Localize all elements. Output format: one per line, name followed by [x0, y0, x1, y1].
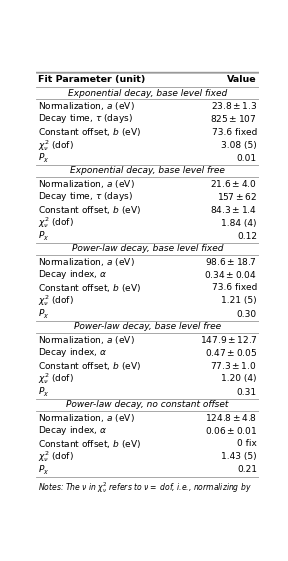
Text: $\chi^2_{\nu}$ (dof): $\chi^2_{\nu}$ (dof) [38, 293, 74, 309]
Text: $23.8 \pm 1.3$: $23.8 \pm 1.3$ [211, 100, 257, 112]
Text: 3.08 (5): 3.08 (5) [221, 141, 257, 150]
Text: $\chi^2_{\nu}$ (dof): $\chi^2_{\nu}$ (dof) [38, 215, 74, 231]
Text: $P_{\chi}$: $P_{\chi}$ [38, 385, 50, 398]
Text: Constant offset, $b$ (eV): Constant offset, $b$ (eV) [38, 282, 141, 294]
Text: $\chi^2_{\nu}$ (dof): $\chi^2_{\nu}$ (dof) [38, 137, 74, 153]
Text: Notes: The $\nu$ in $\chi^2_{\nu}$ refers to $\nu =$ dof, i.e., normalizing by: Notes: The $\nu$ in $\chi^2_{\nu}$ refer… [38, 480, 252, 495]
Text: Power-law decay, base level free: Power-law decay, base level free [74, 323, 221, 332]
Text: Constant offset, $b$ (eV): Constant offset, $b$ (eV) [38, 204, 141, 216]
Text: 0.30: 0.30 [237, 310, 257, 319]
Text: Decay index, $\alpha$: Decay index, $\alpha$ [38, 424, 108, 438]
Text: 0.21: 0.21 [237, 466, 257, 475]
Text: Decay time, $\tau$ (days): Decay time, $\tau$ (days) [38, 190, 133, 204]
Text: Value: Value [227, 76, 257, 85]
Text: 0 fix: 0 fix [237, 439, 257, 448]
Text: $147.9 \pm 12.7$: $147.9 \pm 12.7$ [200, 334, 257, 346]
Text: 0.31: 0.31 [237, 388, 257, 397]
Text: $157 \pm 62$: $157 \pm 62$ [217, 191, 257, 203]
Text: 1.84 (4): 1.84 (4) [221, 219, 257, 228]
Text: Constant offset, $b$ (eV): Constant offset, $b$ (eV) [38, 360, 141, 372]
Text: Exponential decay, base level fixed: Exponential decay, base level fixed [68, 89, 227, 98]
Text: $98.6 \pm 18.7$: $98.6 \pm 18.7$ [205, 256, 257, 268]
Text: Decay time, $\tau$ (days): Decay time, $\tau$ (days) [38, 112, 133, 126]
Text: $77.3 \pm 1.0$: $77.3 \pm 1.0$ [210, 360, 257, 371]
Text: Normalization, $a$ (eV): Normalization, $a$ (eV) [38, 100, 135, 112]
Text: Constant offset, $b$ (eV): Constant offset, $b$ (eV) [38, 438, 141, 450]
Text: $P_{\chi}$: $P_{\chi}$ [38, 229, 50, 243]
Text: Fit Parameter (unit): Fit Parameter (unit) [38, 76, 146, 85]
Text: $P_{\chi}$: $P_{\chi}$ [38, 307, 50, 320]
Text: 1.43 (5): 1.43 (5) [221, 452, 257, 462]
Text: $P_{\chi}$: $P_{\chi}$ [38, 151, 50, 165]
Text: 0.12: 0.12 [237, 232, 257, 241]
Text: Normalization, $a$ (eV): Normalization, $a$ (eV) [38, 412, 135, 424]
Text: $\chi^2_{\nu}$ (dof): $\chi^2_{\nu}$ (dof) [38, 371, 74, 387]
Text: Decay index, $\alpha$: Decay index, $\alpha$ [38, 268, 108, 282]
Text: Power-law decay, no constant offset: Power-law decay, no constant offset [67, 401, 229, 410]
Text: $0.06 \pm 0.01$: $0.06 \pm 0.01$ [205, 425, 257, 436]
Text: $0.34 \pm 0.04$: $0.34 \pm 0.04$ [204, 269, 257, 280]
Text: $21.6 \pm 4.0$: $21.6 \pm 4.0$ [210, 178, 257, 190]
Text: Constant offset, $b$ (eV): Constant offset, $b$ (eV) [38, 126, 141, 138]
Text: $P_{\chi}$: $P_{\chi}$ [38, 463, 50, 476]
Text: $124.8 \pm 4.8$: $124.8 \pm 4.8$ [205, 412, 257, 423]
Text: Decay index, $\alpha$: Decay index, $\alpha$ [38, 346, 108, 360]
Text: 1.20 (4): 1.20 (4) [221, 374, 257, 384]
Text: $825 \pm 107$: $825 \pm 107$ [210, 113, 257, 125]
Text: 0.01: 0.01 [237, 154, 257, 163]
Text: Power-law decay, base level fixed: Power-law decay, base level fixed [72, 245, 223, 254]
Text: Normalization, $a$ (eV): Normalization, $a$ (eV) [38, 178, 135, 190]
Text: $84.3 \pm 1.4$: $84.3 \pm 1.4$ [210, 204, 257, 215]
Text: 73.6 fixed: 73.6 fixed [212, 283, 257, 292]
Text: $0.47 \pm 0.05$: $0.47 \pm 0.05$ [204, 347, 257, 358]
Text: 73.6 fixed: 73.6 fixed [212, 127, 257, 136]
Text: 1.21 (5): 1.21 (5) [221, 297, 257, 306]
Text: Normalization, $a$ (eV): Normalization, $a$ (eV) [38, 256, 135, 268]
Text: $\chi^2_{\nu}$ (dof): $\chi^2_{\nu}$ (dof) [38, 449, 74, 465]
Text: Exponential decay, base level free: Exponential decay, base level free [70, 167, 225, 176]
Text: Normalization, $a$ (eV): Normalization, $a$ (eV) [38, 334, 135, 346]
